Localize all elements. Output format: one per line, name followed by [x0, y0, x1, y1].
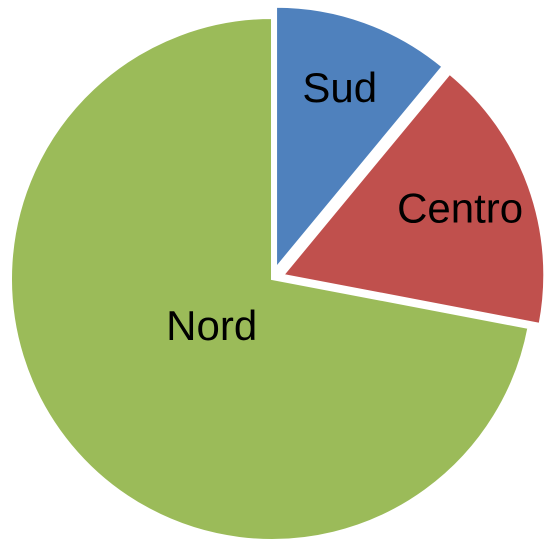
pie-slice [10, 16, 530, 541]
slice-label: Nord [166, 302, 257, 349]
pie-slice [281, 72, 546, 326]
pie-slice [275, 5, 444, 271]
slice-label: Sud [302, 64, 377, 111]
slice-label: Centro [397, 184, 523, 231]
